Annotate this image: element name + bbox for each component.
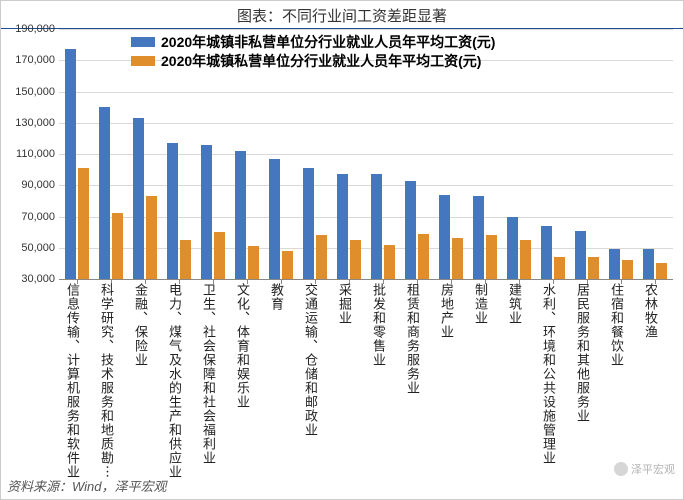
x-tick-label: 信息传输、计算机服务和软件业 [65, 283, 79, 479]
bar-series2 [384, 245, 395, 279]
watermark: 泽平宏观 [614, 461, 675, 477]
bar-series1 [609, 249, 620, 279]
y-tick-label: 50,000 [5, 242, 55, 254]
watermark-icon [614, 462, 628, 476]
x-tick-label: 农林牧渔 [643, 283, 657, 339]
bar-series2 [656, 263, 667, 279]
legend-swatch-2 [131, 56, 155, 66]
bar-series2 [112, 213, 123, 279]
y-tick-label: 130,000 [5, 117, 55, 129]
bar-series1 [167, 143, 178, 279]
y-tick-label: 70,000 [5, 211, 55, 223]
x-tick-label: 房地产业 [439, 283, 453, 339]
bar-series2 [452, 238, 463, 279]
bar-series1 [643, 249, 654, 279]
bar-series2 [520, 240, 531, 279]
x-axis-labels: 信息传输、计算机服务和软件业科学研究、技术服务和地质勘⋯金融、保险业电力、煤气及… [59, 283, 673, 463]
bar-series1 [473, 196, 484, 279]
y-tick-label: 170,000 [5, 54, 55, 66]
bar-series2 [418, 234, 429, 279]
source-text: 资料来源：Wind，泽平宏观 [7, 476, 167, 495]
legend-item-1: 2020年城镇非私营单位分行业就业人员年平均工资(元) [131, 33, 495, 51]
legend: 2020年城镇非私营单位分行业就业人员年平均工资(元) 2020年城镇私营单位分… [131, 33, 495, 71]
x-tick-label: 卫生、社会保障和社会福利业 [201, 283, 215, 465]
x-tick-label: 居民服务和其他服务业 [575, 283, 589, 423]
x-tick-label: 建筑业 [507, 283, 521, 325]
legend-swatch-1 [131, 37, 155, 47]
bar-series1 [201, 145, 212, 279]
y-tick-label: 190,000 [5, 23, 55, 35]
x-tick-label: 水利、环境和公共设施管理业 [541, 283, 555, 465]
x-tick-label: 金融、保险业 [133, 283, 147, 367]
bar-series2 [180, 240, 191, 279]
bar-series2 [554, 257, 565, 279]
bar-series2 [622, 260, 633, 279]
y-tick-label: 110,000 [5, 148, 55, 160]
bar-series1 [337, 174, 348, 279]
chart-title: 图表：不同行业间工资差距显著 [1, 1, 683, 29]
x-tick-label: 租赁和商务服务业 [405, 283, 419, 395]
x-tick-label: 科学研究、技术服务和地质勘⋯ [99, 283, 113, 479]
legend-label-2: 2020年城镇私营单位分行业就业人员年平均工资(元) [161, 52, 481, 70]
y-tick-label: 150,000 [5, 86, 55, 98]
bar-series2 [588, 257, 599, 279]
bar-series2 [486, 235, 497, 279]
bar-series1 [507, 217, 518, 280]
bar-series2 [316, 235, 327, 279]
x-tick-label: 交通运输、仓储和邮政业 [303, 283, 317, 437]
bar-series1 [303, 168, 314, 279]
y-tick-label: 30,000 [5, 273, 55, 285]
bar-series1 [133, 118, 144, 279]
y-tick-label: 90,000 [5, 179, 55, 191]
bar-series1 [405, 181, 416, 279]
bar-series1 [575, 231, 586, 279]
x-tick-label: 批发和零售业 [371, 283, 385, 367]
bar-series2 [282, 251, 293, 279]
x-tick-label: 文化、体育和娱乐业 [235, 283, 249, 409]
x-tick-label: 住宿和餐饮业 [609, 283, 623, 367]
bar-series2 [146, 196, 157, 279]
x-tick-label: 电力、煤气及水的生产和供应业 [167, 283, 181, 479]
x-tick-label: 采掘业 [337, 283, 351, 325]
bar-series1 [371, 174, 382, 279]
legend-label-1: 2020年城镇非私营单位分行业就业人员年平均工资(元) [161, 33, 495, 51]
bar-series1 [99, 107, 110, 279]
legend-item-2: 2020年城镇私营单位分行业就业人员年平均工资(元) [131, 52, 495, 70]
bar-series1 [541, 226, 552, 279]
x-tick-label: 教育 [269, 283, 283, 311]
bar-series2 [350, 240, 361, 279]
bar-series1 [269, 159, 280, 279]
bar-series2 [248, 246, 259, 279]
bar-series1 [439, 195, 450, 279]
bar-series2 [214, 232, 225, 279]
bar-series1 [65, 49, 76, 279]
grid-line [59, 279, 673, 280]
bar-series2 [78, 168, 89, 279]
x-tick-label: 制造业 [473, 283, 487, 325]
watermark-text: 泽平宏观 [631, 461, 675, 477]
bar-series1 [235, 151, 246, 279]
